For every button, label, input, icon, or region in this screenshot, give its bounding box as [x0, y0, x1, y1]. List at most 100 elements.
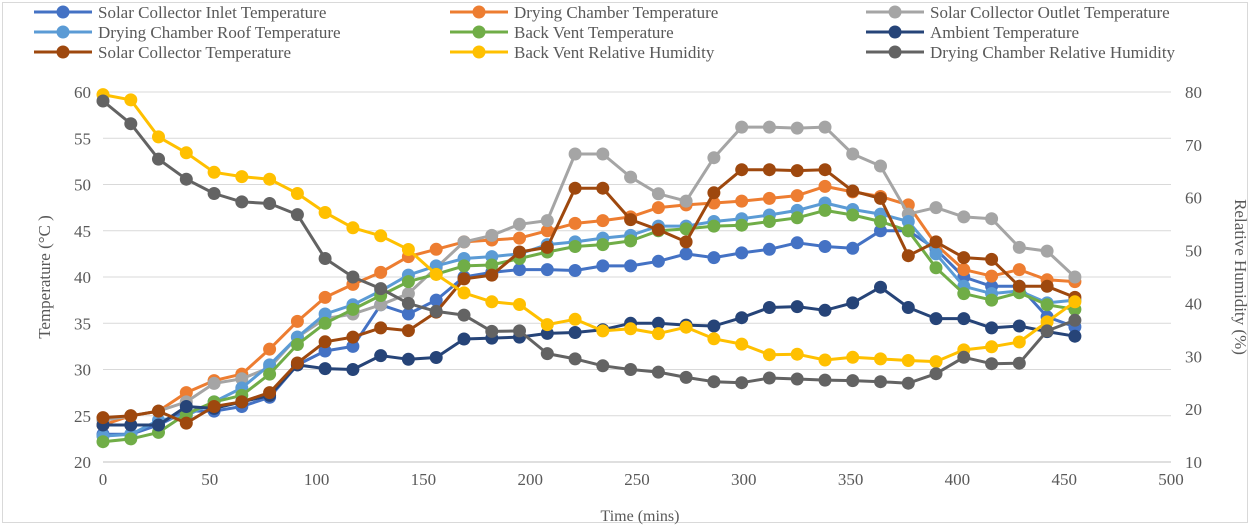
- data-point: [818, 303, 832, 317]
- legend-item: Back Vent Temperature: [450, 23, 674, 42]
- data-point: [374, 349, 388, 363]
- data-point: [207, 187, 221, 200]
- data-point: [540, 240, 554, 254]
- legend-swatch-marker: [56, 25, 70, 39]
- data-point: [790, 164, 804, 178]
- data-point: [957, 251, 971, 265]
- data-point: [846, 296, 860, 310]
- y2-tick-label: 70: [1185, 136, 1202, 155]
- data-point: [985, 340, 999, 354]
- series-8: [96, 94, 1082, 390]
- legend-item: Ambient Temperature: [866, 23, 1079, 42]
- data-point: [985, 321, 999, 335]
- legend-swatch-marker: [472, 45, 486, 59]
- data-point: [513, 217, 526, 231]
- legend-label: Drying Chamber Roof Temperature: [98, 23, 341, 42]
- data-point: [290, 338, 304, 351]
- data-point: [762, 371, 776, 385]
- data-point: [957, 263, 971, 277]
- data-point: [235, 170, 249, 184]
- data-point: [1040, 324, 1054, 338]
- data-point: [346, 339, 360, 353]
- data-point: [624, 213, 638, 227]
- y-tick-label: 40: [74, 268, 91, 287]
- data-point: [874, 280, 887, 294]
- data-point: [985, 212, 999, 226]
- data-point: [929, 235, 943, 249]
- data-point: [679, 235, 693, 249]
- data-point: [152, 418, 165, 432]
- data-point: [818, 353, 832, 367]
- data-point: [152, 130, 165, 144]
- data-point: [568, 240, 582, 253]
- data-point: [651, 187, 665, 201]
- data-point: [790, 236, 804, 250]
- data-point: [457, 332, 471, 346]
- data-point: [540, 224, 554, 238]
- data-point: [901, 215, 915, 228]
- data-point: [1012, 240, 1026, 254]
- data-point: [846, 241, 860, 255]
- data-point: [874, 191, 887, 205]
- x-axis-label: Time (mins): [601, 508, 680, 525]
- data-point: [596, 147, 610, 161]
- data-point: [846, 147, 860, 161]
- data-point: [124, 409, 138, 423]
- data-point: [679, 247, 693, 261]
- data-point: [846, 184, 860, 198]
- legend-swatch-marker: [472, 25, 486, 39]
- data-point: [707, 186, 721, 200]
- data-point: [429, 304, 443, 318]
- data-point: [1068, 270, 1082, 284]
- data-point: [818, 373, 832, 387]
- data-point: [1012, 319, 1026, 333]
- x-tick-label: 500: [1158, 470, 1184, 489]
- y-tick-label: 30: [74, 361, 91, 380]
- data-point: [540, 214, 554, 228]
- data-point: [901, 224, 915, 238]
- data-point: [790, 189, 804, 203]
- legend-label: Solar Collector Temperature: [98, 43, 291, 62]
- data-point: [790, 211, 804, 225]
- data-point: [374, 321, 388, 335]
- data-point: [707, 332, 721, 346]
- data-point: [235, 395, 249, 409]
- data-point: [263, 386, 277, 400]
- data-point: [568, 264, 582, 277]
- data-point: [1040, 279, 1054, 293]
- data-point: [596, 359, 610, 373]
- data-point: [957, 312, 971, 326]
- legend-swatch-marker: [888, 45, 902, 59]
- data-point: [540, 347, 554, 361]
- data-point: [985, 252, 999, 266]
- data-point: [624, 322, 638, 336]
- data-point: [485, 324, 499, 338]
- data-point: [790, 347, 804, 361]
- data-point: [735, 194, 749, 208]
- data-point: [401, 324, 415, 338]
- data-point: [929, 201, 943, 215]
- data-point: [513, 245, 526, 259]
- data-point: [707, 375, 721, 389]
- legend-label: Solar Collector Outlet Temperature: [930, 3, 1170, 22]
- data-point: [207, 400, 221, 413]
- data-point: [818, 163, 832, 177]
- data-point: [929, 367, 943, 381]
- data-point: [346, 330, 360, 344]
- data-point: [651, 316, 665, 330]
- data-point: [318, 362, 332, 376]
- data-point: [374, 229, 388, 243]
- legend-swatch-marker: [888, 25, 902, 39]
- legend-item: Drying Chamber Relative Humidity: [866, 43, 1176, 62]
- data-point: [818, 203, 832, 217]
- data-point: [707, 219, 721, 233]
- data-point: [457, 235, 471, 249]
- data-point: [374, 298, 388, 312]
- x-tick-label: 200: [517, 470, 543, 489]
- data-point: [1012, 263, 1026, 277]
- legend-swatch-marker: [888, 5, 902, 19]
- data-point: [1012, 279, 1026, 293]
- data-point: [96, 411, 110, 425]
- data-point: [790, 372, 804, 386]
